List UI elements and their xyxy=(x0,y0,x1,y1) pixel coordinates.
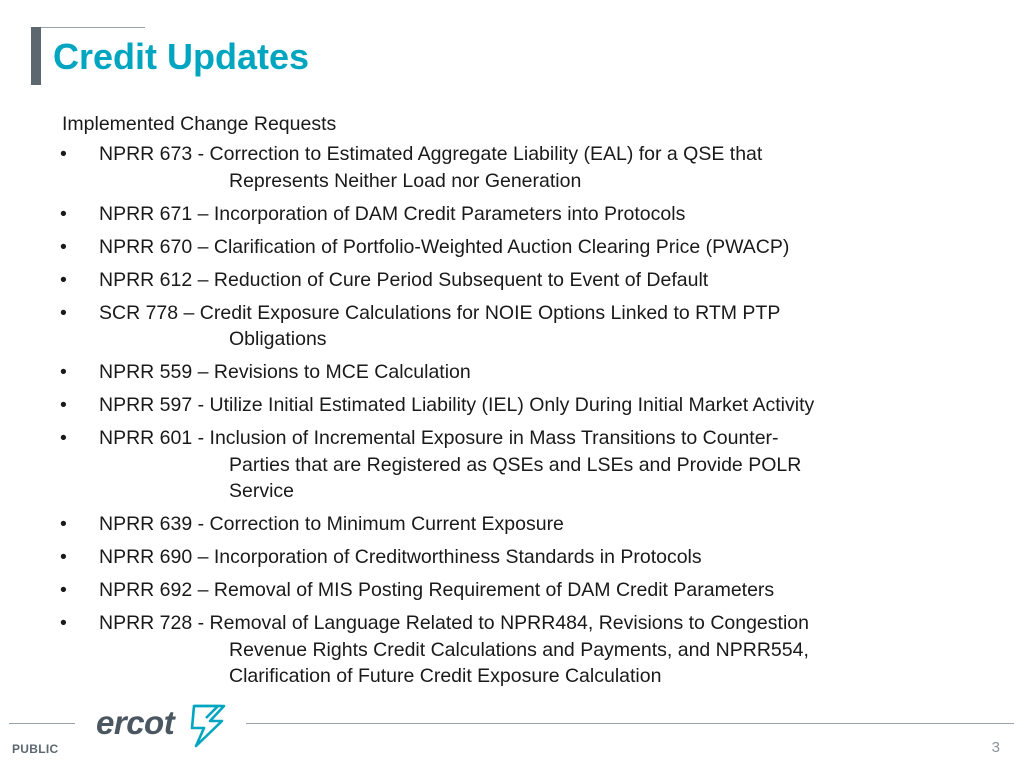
list-item-continuation: Revenue Rights Credit Calculations and P… xyxy=(229,638,809,661)
bullet-icon: • xyxy=(60,235,67,258)
list-item: • NPRR 639 - Correction to Minimum Curren… xyxy=(0,511,814,538)
list-item: • SCR 778 – Credit Exposure Calculations … xyxy=(0,300,814,353)
list-item-continuation: Represents Neither Load nor Generation xyxy=(229,169,582,192)
list-item-text: NPRR 671 – Incorporation of DAM Credit P… xyxy=(99,202,686,225)
list-item: • NPRR 597 - Utilize Initial Estimated Li… xyxy=(0,392,814,419)
ercot-logo: ercot xyxy=(96,704,226,748)
list-item-text: NPRR 673 - Correction to Estimated Aggre… xyxy=(99,143,763,165)
list-item-continuation: Parties that are Registered as QSEs and … xyxy=(229,453,802,476)
bullet-icon: • xyxy=(60,301,67,324)
bullet-icon: • xyxy=(60,546,67,568)
page-number: 3 xyxy=(991,739,1000,756)
slide-title: Credit Updates xyxy=(53,36,310,77)
bullet-icon: • xyxy=(60,268,67,291)
footer-rule-left xyxy=(9,723,75,724)
list-item: • NPRR 559 – Revisions to MCE Calculation xyxy=(0,359,814,386)
title-top-rule xyxy=(41,27,145,28)
list-item: • NPRR 690 – Incorporation of Creditworth… xyxy=(0,544,814,571)
list-item-text: NPRR 670 – Clarification of Portfolio-We… xyxy=(99,235,790,258)
title-accent-bar xyxy=(31,27,41,85)
list-item-continuation: Obligations xyxy=(229,328,327,350)
list-item-text: NPRR 597 - Utilize Initial Estimated Lia… xyxy=(99,394,815,416)
bullet-icon: • xyxy=(60,427,67,449)
lightning-icon xyxy=(190,704,226,748)
bullet-icon: • xyxy=(60,579,67,601)
lightning-accent-icon xyxy=(194,704,222,719)
list-item-text: NPRR 728 - Removal of Language Related t… xyxy=(99,612,809,634)
list-item: • NPRR 728 - Removal of Language Related … xyxy=(0,610,814,690)
footer-label: PUBLIC xyxy=(12,742,59,756)
list-item: • NPRR 601 - Inclusion of Incremental Exp… xyxy=(0,425,814,505)
change-request-list: • NPRR 673 - Correction to Estimated Aggr… xyxy=(0,141,814,696)
bullet-icon: • xyxy=(60,361,67,383)
list-item: • NPRR 612 – Reduction of Cure Period Sub… xyxy=(0,267,814,294)
list-item: • NPRR 692 – Removal of MIS Posting Requi… xyxy=(0,577,814,604)
list-item-text: NPRR 601 - Inclusion of Incremental Expo… xyxy=(99,427,779,449)
list-item-text: NPRR 559 – Revisions to MCE Calculation xyxy=(99,361,471,383)
list-item-text: NPRR 690 – Incorporation of Creditworthi… xyxy=(99,546,702,568)
slide-subtitle: Implemented Change Requests xyxy=(62,113,337,135)
bullet-icon: • xyxy=(60,513,67,535)
bullet-icon: • xyxy=(60,612,67,634)
list-item: • NPRR 670 – Clarification of Portfolio-W… xyxy=(0,234,814,261)
list-item-text: NPRR 612 – Reduction of Cure Period Subs… xyxy=(99,268,709,291)
list-item-text: NPRR 639 - Correction to Minimum Current… xyxy=(99,513,564,535)
list-item: • NPRR 671 – Incorporation of DAM Credit … xyxy=(0,201,814,228)
ercot-logo-text: ercot xyxy=(96,704,177,741)
list-item-text: NPRR 692 – Removal of MIS Posting Requir… xyxy=(99,579,775,601)
list-item-continuation: Clarification of Future Credit Exposure … xyxy=(229,665,662,687)
bullet-icon: • xyxy=(60,202,67,225)
list-item-continuation: Service xyxy=(229,480,295,502)
bullet-icon: • xyxy=(60,143,67,165)
list-item: • NPRR 673 - Correction to Estimated Aggr… xyxy=(0,141,814,194)
list-item-text: SCR 778 – Credit Exposure Calculations f… xyxy=(99,301,781,324)
bullet-icon: • xyxy=(60,394,67,416)
footer-rule-right xyxy=(246,723,1014,724)
